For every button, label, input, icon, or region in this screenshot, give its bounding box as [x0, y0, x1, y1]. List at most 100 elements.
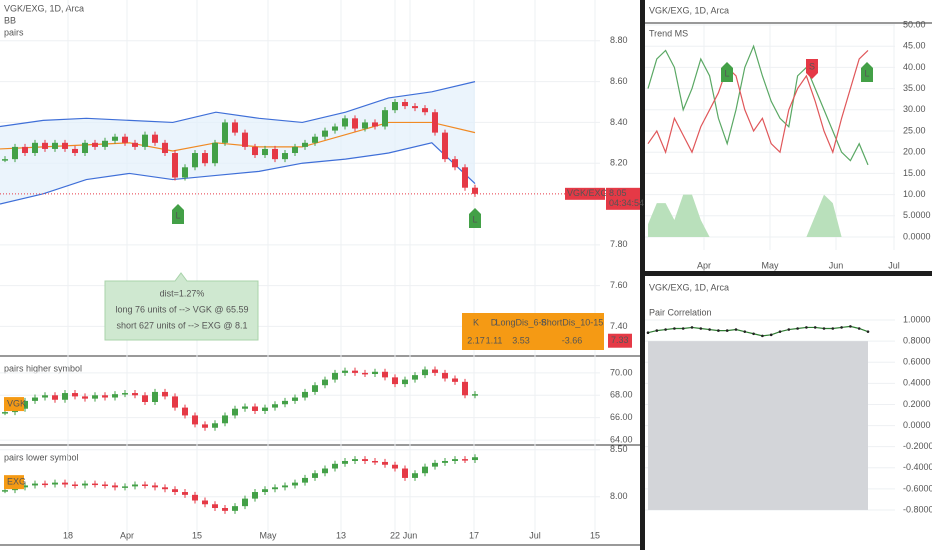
candle-body — [162, 391, 168, 397]
candle-body — [2, 159, 8, 161]
y-tick-label: 8.60 — [610, 76, 628, 86]
candle-body — [402, 379, 408, 385]
x-tick-label: 22 — [390, 530, 400, 540]
annotation-text: long 76 units of --> VGK @ 65.59 — [116, 304, 249, 314]
fill-range — [648, 341, 868, 510]
candle-body — [142, 484, 148, 487]
candle-body — [332, 126, 338, 131]
divider — [645, 271, 932, 276]
candle-body — [372, 371, 378, 375]
x-tick-label: Apr — [697, 260, 711, 270]
candle-body — [352, 459, 358, 461]
candle-body — [252, 492, 258, 499]
candle-body — [372, 122, 378, 127]
candle-body — [182, 167, 188, 178]
table-header: ShortDis_10-15 — [541, 317, 604, 327]
candle-body — [382, 461, 388, 465]
point — [690, 326, 694, 329]
band-line — [0, 121, 476, 152]
candle-body — [102, 395, 108, 398]
y-tick-label: 8.00 — [610, 491, 628, 501]
x-tick-label: 13 — [336, 530, 346, 540]
point — [646, 331, 650, 335]
series-line — [647, 325, 869, 337]
candle-body — [472, 394, 478, 396]
candle-body — [312, 473, 318, 478]
candle-body — [412, 473, 418, 478]
candle-body — [112, 485, 118, 488]
point — [778, 330, 782, 333]
candle-body — [442, 372, 448, 379]
y-tick-label: 0.8000 — [903, 336, 931, 346]
y-tick-label: 30.00 — [903, 104, 926, 114]
point — [673, 327, 676, 330]
candle-body — [182, 492, 188, 495]
candle-body — [102, 140, 108, 147]
x-tick-label: Jul — [529, 530, 541, 540]
indicator-label: pairs lower symbol — [4, 452, 79, 462]
candle-body — [32, 483, 38, 486]
candle-body — [302, 142, 308, 147]
candle-body — [422, 108, 428, 113]
point — [699, 327, 703, 330]
candle-body — [232, 506, 238, 511]
candle-body — [242, 406, 248, 409]
candle-body — [132, 484, 138, 487]
annotation-text: short 627 units of --> EXG @ 8.1 — [117, 320, 248, 330]
y-tick-label: 10.00 — [903, 189, 926, 199]
signal-text: L — [864, 68, 869, 78]
candle-body — [2, 412, 8, 414]
candle-body — [212, 423, 218, 428]
title: VGK/EXG, 1D, Arca — [649, 5, 729, 15]
candle-body — [32, 397, 38, 401]
candle-body — [202, 153, 208, 164]
price-marker-text: 7.33 — [611, 335, 629, 345]
signal-text: L — [472, 214, 477, 224]
candle-body — [152, 134, 158, 143]
candle-body — [262, 148, 268, 156]
candle-body — [232, 408, 238, 416]
candle-body — [52, 482, 58, 485]
candle-body — [402, 468, 408, 478]
candle-body — [102, 484, 108, 487]
annotation-box — [104, 272, 259, 341]
candle-body — [112, 136, 118, 141]
y-tick-label: 50.00 — [903, 19, 926, 29]
table-header: K — [473, 317, 479, 327]
symbol-badge-text: VGK — [7, 398, 26, 408]
candle-body — [92, 395, 98, 399]
candle-body — [342, 460, 348, 464]
candle-body — [52, 142, 58, 149]
candle-body — [182, 407, 188, 416]
x-tick-label: Jul — [888, 260, 900, 270]
y-tick-label: 7.60 — [610, 280, 628, 290]
candle-body — [72, 148, 78, 154]
y-tick-label: 8.50 — [610, 444, 628, 454]
candle-body — [172, 489, 178, 493]
point — [787, 328, 791, 331]
candle-body — [322, 130, 328, 137]
candle-body — [192, 494, 198, 501]
candle-body — [142, 395, 148, 403]
candle-body — [82, 483, 88, 486]
signal-marker — [172, 204, 184, 224]
symbol-tag-text: VGK/EXG — [567, 188, 608, 198]
area — [648, 194, 868, 237]
candle-body — [252, 146, 258, 156]
table-cell: 3.53 — [512, 335, 530, 345]
candle-body — [112, 394, 118, 398]
candle-body — [142, 134, 148, 147]
candle-body — [332, 463, 338, 469]
candle-body — [362, 372, 368, 375]
candle-body — [372, 460, 378, 463]
x-tick-label: 17 — [469, 530, 479, 540]
candle-body — [222, 508, 228, 511]
table-bg — [462, 313, 604, 350]
candle-body — [392, 464, 398, 469]
signal-text: L — [724, 68, 729, 78]
point — [840, 326, 843, 329]
indicator-label: Pair Correlation — [649, 307, 712, 317]
candle-body — [472, 457, 478, 461]
candle-body — [162, 142, 168, 154]
x-tick-label: 18 — [63, 530, 73, 540]
